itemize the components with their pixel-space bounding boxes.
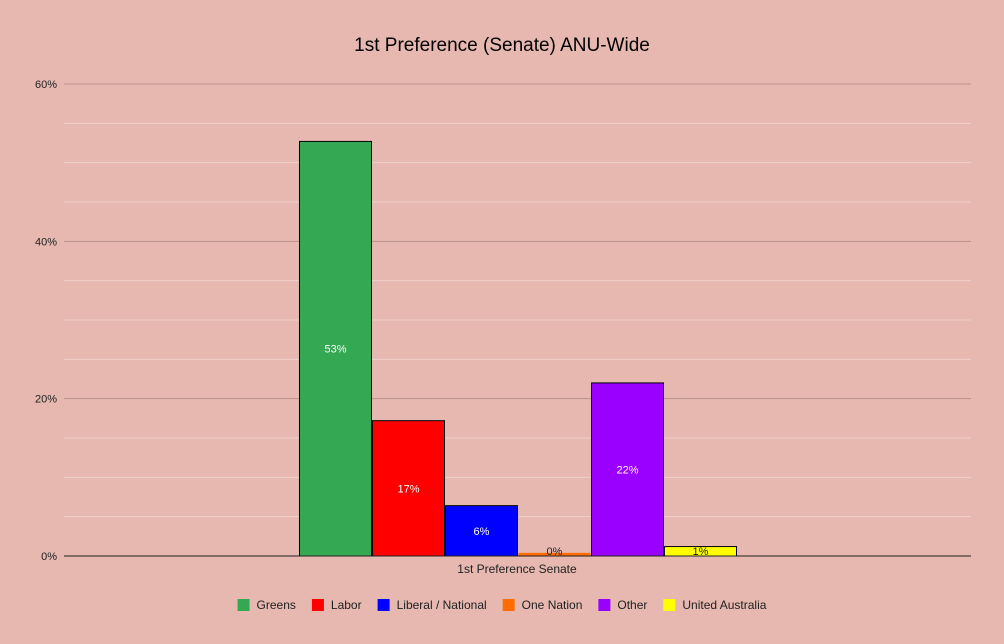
gridlines <box>64 83 971 518</box>
legend-item-other: Other <box>598 598 647 612</box>
legend-label: Labor <box>331 598 362 612</box>
data-labels: 53% 17% 6% 0% 22% 1% <box>324 344 708 558</box>
data-label-united-australia: 1% <box>693 546 709 558</box>
legend-item-one-nation: One Nation <box>502 598 583 612</box>
legend-label: Liberal / National <box>397 598 487 612</box>
legend-item-liberal-national: Liberal / National <box>377 598 487 612</box>
y-tick-label: 60% <box>35 79 57 91</box>
y-tick-label: 40% <box>35 236 57 248</box>
y-tick-label: 20% <box>35 394 57 406</box>
bars <box>299 140 737 557</box>
legend-swatch <box>237 599 250 611</box>
data-label-labor: 17% <box>397 483 419 495</box>
data-label-greens: 53% <box>324 344 346 356</box>
x-category-label: 1st Preference Senate <box>457 562 577 576</box>
data-label-one-nation: 0% <box>547 546 563 558</box>
legend: Greens Labor Liberal / National One Nation O… <box>237 598 767 612</box>
data-label-other: 22% <box>616 464 638 476</box>
legend-label: Other <box>617 598 647 612</box>
legend-swatch <box>502 599 515 611</box>
legend-label: Greens <box>257 598 296 612</box>
bar-liberal-national <box>445 505 518 557</box>
legend-item-greens: Greens <box>237 598 296 612</box>
bar-greens <box>299 140 372 557</box>
y-tick-label: 0% <box>41 551 57 563</box>
bar-one-nation <box>518 552 591 556</box>
bar-labor <box>372 420 445 557</box>
legend-item-united-australia: United Australia <box>663 598 767 612</box>
legend-swatch <box>598 599 611 611</box>
bar-other <box>591 382 664 557</box>
legend-label: One Nation <box>522 598 583 612</box>
legend-item-labor: Labor <box>311 598 362 612</box>
chart-title: 1st Preference (Senate) ANU-Wide <box>354 35 650 56</box>
legend-label: United Australia <box>682 598 766 612</box>
legend-swatch <box>663 599 676 611</box>
legend-swatch <box>377 599 390 611</box>
data-label-liberal-national: 6% <box>474 526 490 538</box>
legend-swatch <box>311 599 324 611</box>
y-axis-ticks: 0% 20% 40% 60% <box>35 79 57 563</box>
